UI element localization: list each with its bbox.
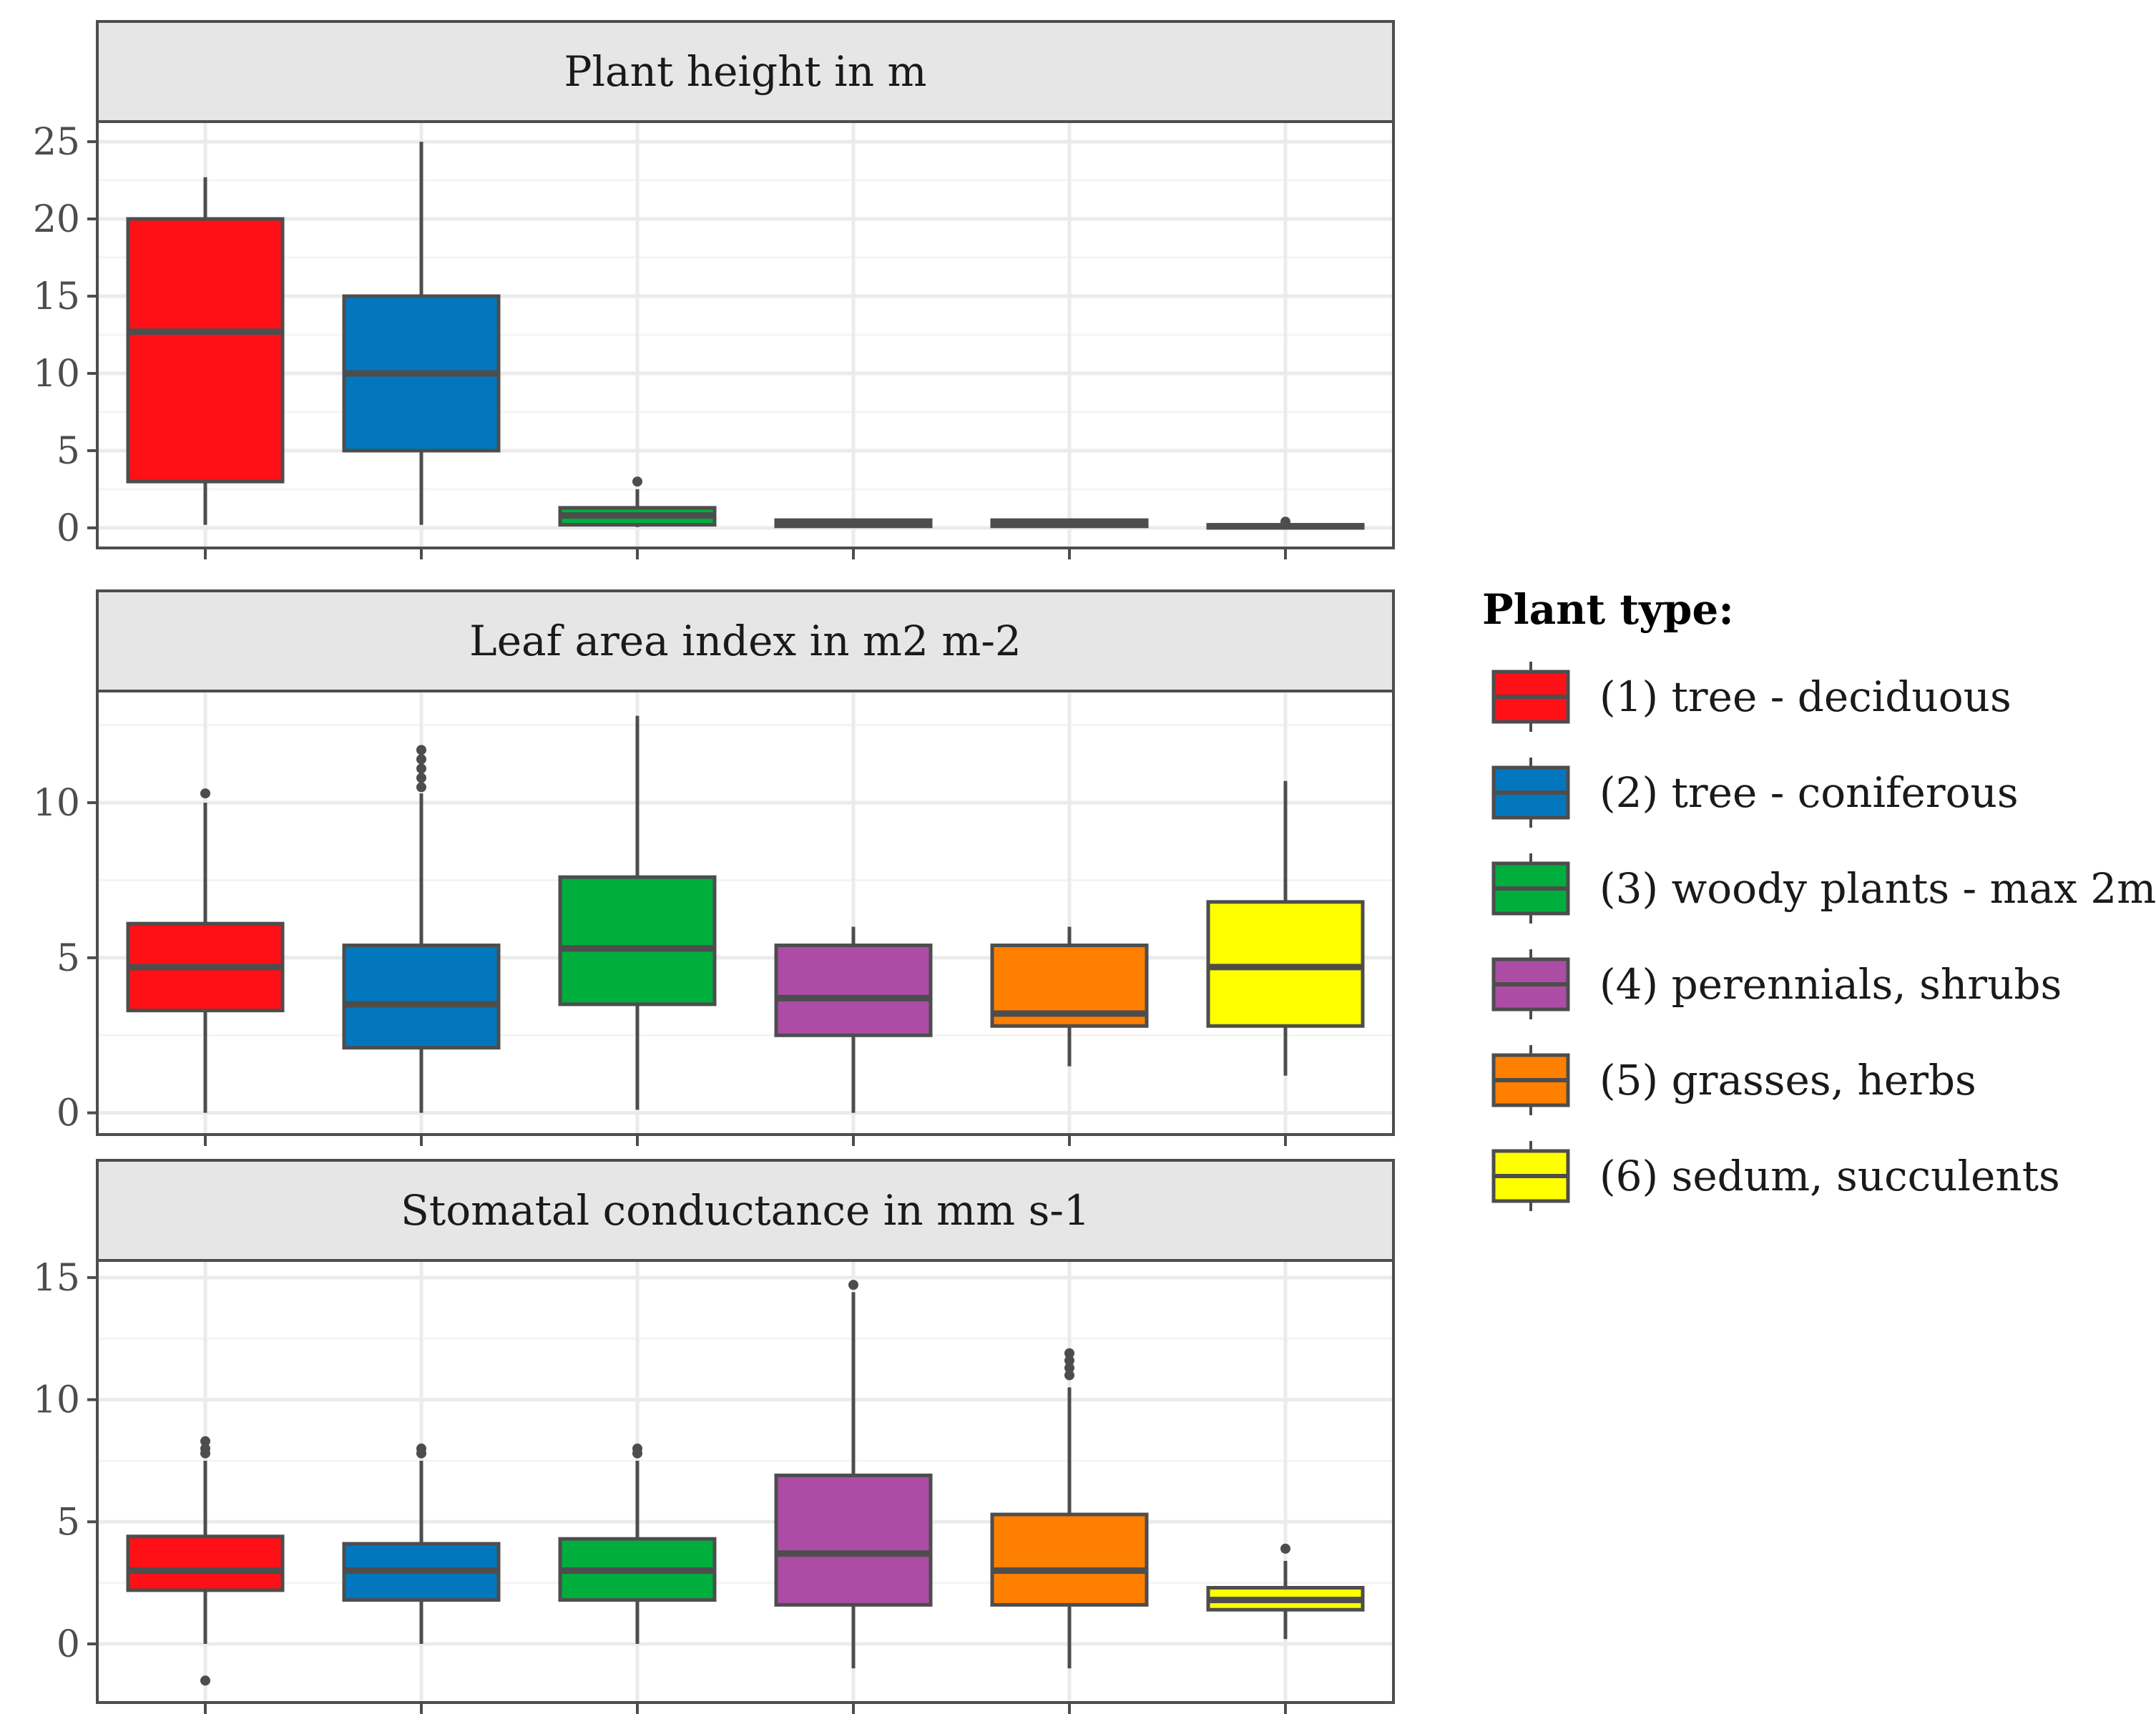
outlier-point (1064, 1348, 1074, 1358)
y-tick-label: 10 (33, 353, 80, 396)
legend-label: (5) grasses, herbs (1599, 1056, 1976, 1105)
y-tick-label: 15 (33, 1257, 80, 1300)
box-1 (126, 788, 285, 1113)
outlier-point (1064, 1370, 1074, 1381)
legend-label: (4) perennials, shrubs (1599, 960, 2062, 1009)
panel-1: Plant height in m 0 5 10 15 20 25 (33, 20, 1395, 559)
box-iqr (990, 1512, 1149, 1607)
plot-background (97, 1260, 1393, 1703)
panel-title: Stomatal conductance in mm s-1 (401, 1186, 1090, 1235)
box-iqr (126, 217, 285, 484)
legend-entry-2: (2) tree - coniferous (1491, 758, 2019, 828)
outlier-point (416, 745, 426, 755)
box-5 (990, 1348, 1149, 1669)
outlier-point (848, 1280, 858, 1290)
box-iqr (774, 944, 933, 1037)
legend-label: (3) woody plants - max 2m (1599, 864, 2156, 913)
box-2 (342, 745, 501, 1113)
y-tick-label: 10 (33, 1379, 80, 1422)
panel-title: Leaf area index in m2 m-2 (469, 617, 1021, 665)
box-iqr (342, 944, 501, 1050)
outlier-point (416, 773, 426, 783)
panel-3: Stomatal conductance in mm s-1 0 5 10 15 (33, 1159, 1395, 1714)
y-tick-label: 25 (33, 121, 80, 164)
panel-border (96, 120, 1395, 549)
plot-background (97, 691, 1393, 1135)
outlier-point (416, 754, 426, 765)
legend-entry-3: (3) woody plants - max 2m (1491, 853, 2156, 924)
box-1 (126, 177, 285, 525)
box-4 (774, 1280, 933, 1669)
outlier-point (1064, 1355, 1074, 1366)
legend-entry-4: (4) perennials, shrubs (1491, 949, 2062, 1019)
y-tick-label: 0 (57, 1092, 80, 1135)
box-iqr (558, 875, 717, 1007)
y-tick-label: 5 (57, 937, 80, 980)
legend-label: (6) sedum, succulents (1599, 1152, 2060, 1200)
outlier-point (200, 1443, 210, 1454)
legend-entry-1: (1) tree - deciduous (1491, 662, 2012, 732)
legend-entries: (1) tree - deciduous (2) tree - coniferou… (1491, 662, 2156, 1211)
box-6 (1206, 780, 1365, 1076)
outlier-point (200, 788, 210, 799)
y-tick-label: 15 (33, 275, 80, 318)
box-4 (774, 518, 933, 529)
y-tick-label: 20 (33, 198, 80, 241)
legend: Plant type: (1) tree - deciduous (2) tree… (1482, 585, 2156, 1211)
y-tick-label: 0 (57, 1623, 80, 1666)
legend-label: (1) tree - deciduous (1599, 672, 2012, 721)
box-iqr (774, 1473, 933, 1607)
y-tick-label: 5 (57, 1501, 80, 1544)
box-2 (342, 1443, 501, 1645)
outlier-point (200, 1675, 210, 1686)
box-3 (558, 1443, 717, 1645)
outlier-point (416, 782, 426, 793)
legend-title: Plant type: (1482, 585, 1734, 634)
box-3 (558, 715, 717, 1110)
legend-label: (2) tree - coniferous (1599, 768, 2019, 817)
panels-group: Plant height in m 0 5 10 15 20 25 Leaf area ind… (33, 20, 1395, 1714)
box-5 (990, 518, 1149, 529)
outlier-point (1064, 1363, 1074, 1373)
outlier-point (1280, 1543, 1290, 1554)
panel-2: Leaf area index in m2 m-2 0 5 10 (33, 589, 1395, 1146)
box-3 (558, 476, 717, 527)
box-6 (1206, 1543, 1365, 1640)
box-4 (774, 926, 933, 1113)
y-tick-label: 10 (33, 782, 80, 825)
legend-entry-6: (6) sedum, succulents (1491, 1141, 2060, 1211)
box-6 (1206, 516, 1365, 530)
panel-strip (96, 20, 1395, 123)
panel-border (96, 690, 1395, 1136)
outlier-point (200, 1436, 210, 1446)
box-1 (126, 1436, 285, 1686)
outlier-point (416, 1443, 426, 1454)
outlier-point (416, 763, 426, 774)
outlier-point (632, 476, 642, 487)
box-2 (342, 142, 501, 525)
panel-title: Plant height in m (564, 47, 926, 96)
panel-border (96, 1259, 1395, 1704)
outlier-point (632, 1443, 642, 1454)
box-iqr (126, 1534, 285, 1592)
box-5 (990, 926, 1149, 1067)
y-tick-label: 0 (57, 507, 80, 550)
legend-entry-5: (5) grasses, herbs (1491, 1045, 1976, 1115)
panel-strip (96, 1159, 1395, 1262)
outlier-point (1280, 516, 1290, 527)
y-tick-label: 5 (57, 430, 80, 473)
